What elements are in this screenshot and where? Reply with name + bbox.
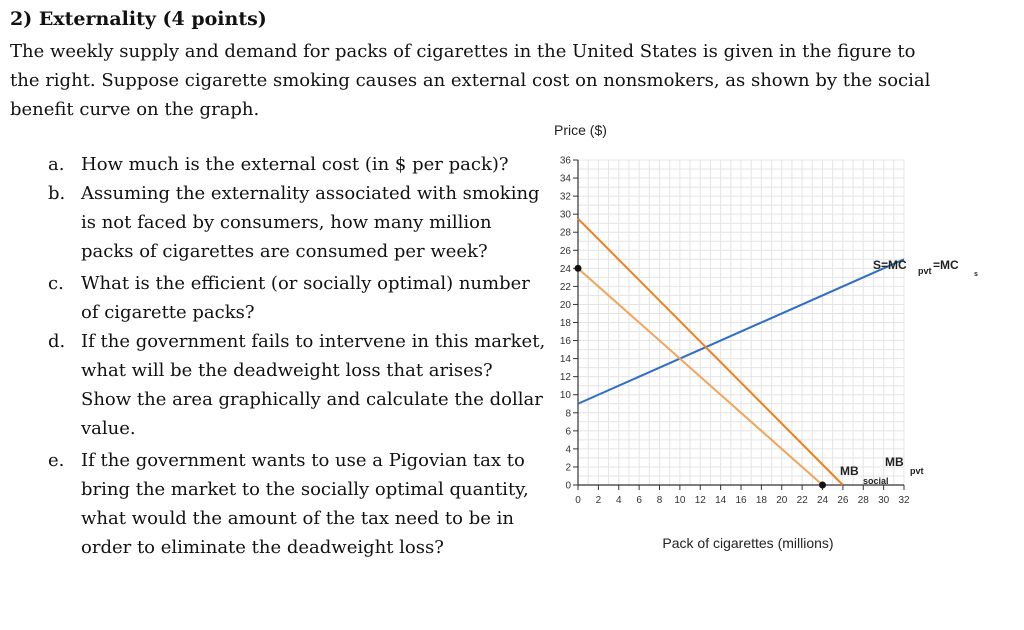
key-point: [574, 264, 582, 272]
question-text: What is the efficient (or socially optim…: [81, 273, 530, 323]
x-tick-label: 4: [616, 495, 622, 506]
x-axis-label: Pack of cigarettes (millions): [662, 535, 833, 551]
question-item: e. If the government wants to use a Pigov…: [48, 446, 548, 562]
y-tick-label: 6: [565, 426, 571, 437]
question-text: How much is the external cost (in $ per …: [81, 154, 509, 175]
y-tick-label: 4: [565, 444, 571, 455]
y-tick-label: 28: [560, 228, 572, 239]
y-tick-label: 8: [565, 408, 571, 419]
question-item: b. Assuming the externality associated wi…: [48, 179, 548, 266]
x-tick-label: 30: [878, 495, 890, 506]
problem-heading: 2) Externality (4 points): [10, 8, 267, 30]
supply-demand-chart: Price ($) 024681012141618202224262830323…: [554, 122, 978, 551]
y-tick-label: 22: [560, 282, 572, 293]
supply-label-mc: =MC: [933, 258, 959, 272]
y-tick-label: 36: [560, 156, 572, 167]
mb-social-label-sub: social: [863, 476, 889, 486]
question-item: c. What is the efficient (or socially opt…: [48, 269, 548, 327]
y-tick-label: 16: [560, 336, 572, 347]
series-lines: [577, 217, 905, 486]
question-text: If the government fails to intervene in …: [81, 331, 546, 439]
x-tick-label: 24: [817, 495, 829, 506]
x-tick-label: 16: [735, 495, 747, 506]
y-tick-label: 26: [560, 246, 572, 257]
curve-labels: S=MC pvt =MC s MB pvt MB social: [840, 258, 978, 486]
question-item: a. How much is the external cost (in $ pe…: [48, 150, 548, 179]
y-tick-label: 0: [565, 481, 571, 492]
mb-pvt-line: [577, 217, 844, 486]
x-tick-label: 8: [657, 495, 663, 506]
y-tick-label: 30: [560, 210, 572, 221]
y-tick-label: 10: [560, 390, 572, 401]
x-tick-label: 28: [858, 495, 870, 506]
y-tick-label: 34: [560, 174, 572, 185]
x-tick-label: 12: [695, 495, 707, 506]
mb-social-label: MB: [840, 464, 859, 478]
supply-line: [577, 258, 905, 405]
x-tick-label: 2: [596, 495, 602, 506]
x-tick-label: 26: [837, 495, 849, 506]
problem-intro: The weekly supply and demand for packs o…: [10, 41, 931, 120]
question-letter: d.: [48, 331, 66, 352]
question-text: If the government wants to use a Pigovia…: [81, 450, 529, 558]
x-tick-label: 0: [575, 495, 581, 506]
question-text: Assuming the externality associated with…: [81, 183, 540, 262]
question-letter: e.: [48, 450, 65, 471]
key-points: [574, 264, 826, 489]
x-tick-label: 20: [776, 495, 788, 506]
grid: [577, 159, 905, 486]
x-tick-label: 18: [756, 495, 768, 506]
mb-pvt-label: MB: [885, 455, 904, 469]
supply-label-sub-s: s: [974, 271, 978, 278]
y-axis-label: Price ($): [554, 122, 607, 138]
supply-label: S=MC: [873, 258, 907, 272]
x-tick-label: 6: [636, 495, 642, 506]
y-tick-label: 20: [560, 300, 572, 311]
question-item: d. If the government fails to intervene i…: [48, 327, 548, 443]
y-tick-label: 18: [560, 318, 572, 329]
question-list: a. How much is the external cost (in $ pe…: [48, 150, 548, 562]
question-letter: c.: [48, 273, 64, 294]
mb-social-line: [577, 267, 824, 486]
x-tick-label: 22: [797, 495, 809, 506]
question-letter: a.: [48, 154, 65, 175]
question-letter: b.: [48, 183, 66, 204]
y-tick-label: 24: [560, 264, 572, 275]
x-tick-label: 14: [715, 495, 727, 506]
y-tick-label: 32: [560, 192, 572, 203]
x-tick-label: 10: [674, 495, 686, 506]
x-tick-label: 32: [898, 495, 910, 506]
y-tick-label: 2: [565, 462, 571, 473]
key-point: [819, 481, 826, 489]
y-tick-label: 12: [560, 372, 572, 383]
y-tick-label: 14: [560, 354, 572, 365]
mb-pvt-label-sub: pvt: [910, 466, 924, 476]
supply-label-sub-pvt: pvt: [918, 266, 932, 276]
